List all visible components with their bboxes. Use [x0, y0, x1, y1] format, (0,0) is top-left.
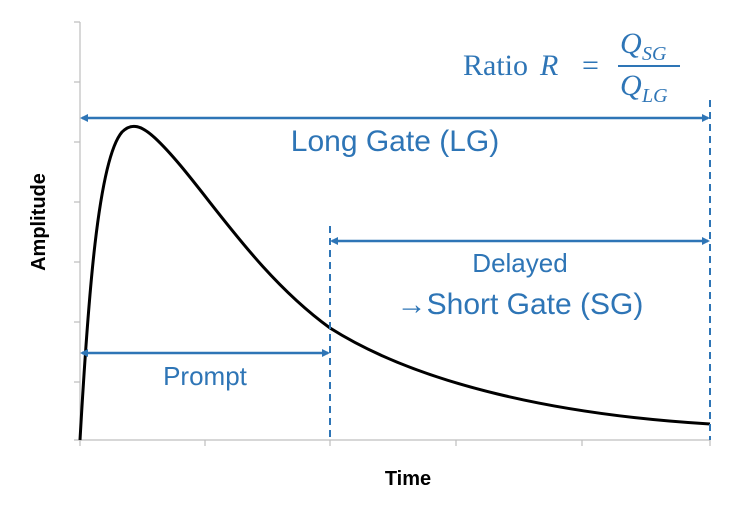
long-gate-label: Long Gate (LG) — [291, 125, 499, 158]
y-ticks — [74, 21, 80, 441]
denominator-sub: LG — [641, 85, 668, 107]
numerator-sub: SG — [642, 43, 667, 65]
ratio-formula: Ratio R = Q SG Q LG — [463, 27, 680, 107]
x-ticks — [79, 440, 711, 446]
formula-equals: = — [582, 49, 599, 82]
formula-word: Ratio — [463, 49, 528, 82]
denominator-base: Q — [620, 69, 642, 102]
formula-symbol: R — [539, 49, 558, 82]
pulse-curve — [78, 124, 711, 441]
numerator-base: Q — [620, 27, 642, 60]
prompt-label: Prompt — [163, 361, 248, 391]
x-axis-label: Time — [385, 468, 431, 490]
axes — [74, 21, 711, 446]
delayed-label: Delayed — [472, 248, 567, 278]
y-axis-label: Amplitude — [28, 173, 50, 271]
short-gate-label: →Short Gate (SG) — [397, 288, 644, 321]
